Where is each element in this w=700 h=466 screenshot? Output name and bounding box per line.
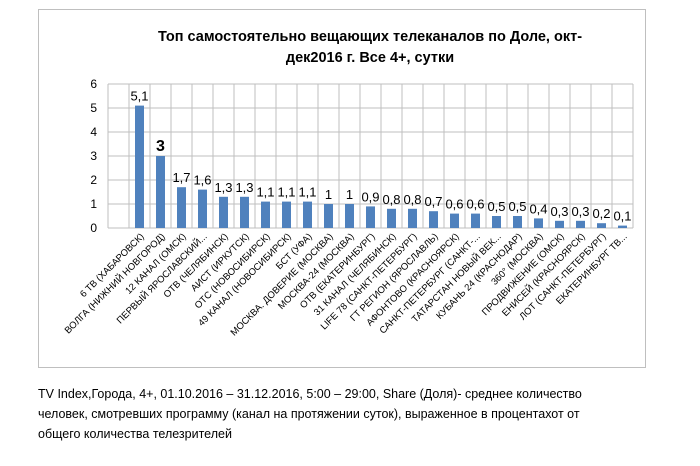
bar — [324, 204, 333, 228]
data-label: 0,2 — [592, 206, 610, 221]
data-label: 0,3 — [571, 204, 589, 219]
bar — [240, 196, 249, 228]
bar — [282, 201, 291, 228]
chart-title-line: Топ самостоятельно вещающих телеканалов … — [157, 29, 583, 45]
bar — [345, 204, 354, 228]
bar — [576, 220, 585, 228]
data-label: 0,5 — [487, 199, 505, 214]
data-label: 1,1 — [298, 185, 316, 200]
bar — [597, 223, 606, 228]
data-label: 1 — [346, 187, 353, 202]
data-label: 1,1 — [277, 185, 295, 200]
bar — [135, 105, 144, 228]
y-tick-label: 4 — [90, 125, 97, 139]
data-label: 5,1 — [130, 89, 148, 104]
data-label: 0,7 — [424, 194, 442, 209]
chart-title-line: дек2016 г. Все 4+, сутки — [285, 50, 455, 66]
caption-line: TV Index,Города, 4+, 01.10.2016 – 31.12.… — [38, 387, 582, 401]
data-label: 1,3 — [235, 180, 253, 195]
bar — [450, 213, 459, 228]
y-tick-label: 5 — [90, 101, 97, 115]
data-label: 0,4 — [529, 201, 547, 216]
data-label: 0,9 — [361, 189, 379, 204]
bar — [513, 216, 522, 228]
data-label: 1,1 — [256, 185, 274, 200]
bar — [387, 208, 396, 228]
bar — [156, 156, 165, 228]
caption-line: общего количества телезрителей — [38, 427, 232, 441]
caption-line: человек, смотревших программу (канал на … — [38, 407, 580, 421]
y-tick-label: 2 — [90, 173, 97, 187]
bar — [471, 213, 480, 228]
y-tick-label: 1 — [90, 197, 97, 211]
data-label: 0,3 — [550, 204, 568, 219]
y-tick-label: 0 — [90, 221, 97, 235]
data-label: 0,6 — [445, 197, 463, 212]
bar — [219, 196, 228, 228]
bar — [303, 201, 312, 228]
data-label: 0,5 — [508, 199, 526, 214]
bar — [618, 225, 627, 228]
bar — [534, 218, 543, 228]
y-tick-label: 3 — [90, 149, 97, 163]
bar — [198, 189, 207, 228]
data-label: 0,8 — [403, 192, 421, 207]
y-tick-label: 6 — [90, 77, 97, 91]
data-label: 1,7 — [172, 170, 190, 185]
chart-frame — [38, 9, 646, 368]
bar — [555, 220, 564, 228]
data-label: 0,1 — [613, 209, 631, 224]
data-label: 3 — [156, 138, 165, 155]
chart-title: Топ самостоятельно вещающих телеканалов … — [100, 27, 640, 69]
chart-caption: TV Index,Города, 4+, 01.10.2016 – 31.12.… — [38, 384, 658, 444]
data-label: 1,3 — [214, 180, 232, 195]
bar — [177, 187, 186, 228]
data-label: 1,6 — [193, 173, 211, 188]
bar — [366, 206, 375, 228]
bar — [492, 216, 501, 228]
data-label: 0,6 — [466, 197, 484, 212]
data-label: 1 — [325, 187, 332, 202]
bar — [408, 208, 417, 228]
bar — [429, 211, 438, 228]
data-label: 0,8 — [382, 192, 400, 207]
bar — [261, 201, 270, 228]
